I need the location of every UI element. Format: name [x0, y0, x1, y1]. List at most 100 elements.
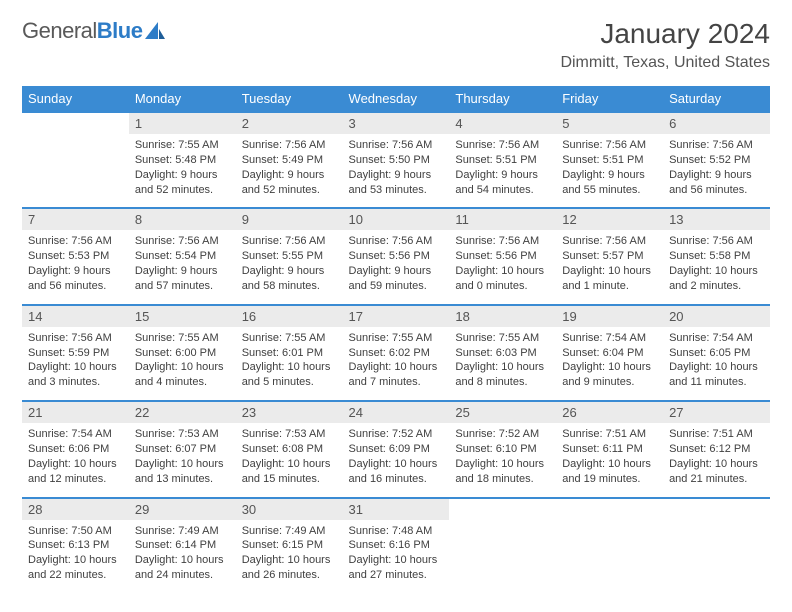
daynum-row: 21222324252627: [22, 401, 770, 423]
sunrise-text: Sunrise: 7:55 AM: [349, 331, 444, 346]
dow-thursday: Thursday: [449, 86, 556, 112]
day-number-cell: 9: [236, 208, 343, 230]
daylight-text-1: Daylight: 10 hours: [242, 457, 337, 472]
sunrise-text: Sunrise: 7:56 AM: [349, 138, 444, 153]
sunrise-text: Sunrise: 7:50 AM: [28, 524, 123, 539]
sunset-text: Sunset: 6:14 PM: [135, 538, 230, 553]
day-number-cell: 29: [129, 498, 236, 520]
sunrise-text: Sunrise: 7:55 AM: [135, 138, 230, 153]
daylight-text-1: Daylight: 10 hours: [28, 553, 123, 568]
sunrise-text: Sunrise: 7:55 AM: [455, 331, 550, 346]
daylight-text-2: and 24 minutes.: [135, 568, 230, 583]
logo: GeneralBlue: [22, 18, 166, 44]
sunset-text: Sunset: 6:10 PM: [455, 442, 550, 457]
day-body-cell: Sunrise: 7:52 AMSunset: 6:09 PMDaylight:…: [343, 423, 450, 497]
logo-text-2: Blue: [97, 18, 143, 44]
sunrise-text: Sunrise: 7:56 AM: [28, 234, 123, 249]
sunrise-text: Sunrise: 7:56 AM: [242, 234, 337, 249]
sunset-text: Sunset: 6:03 PM: [455, 346, 550, 361]
sunset-text: Sunset: 6:07 PM: [135, 442, 230, 457]
daylight-text-1: Daylight: 10 hours: [135, 360, 230, 375]
day-body-cell: [663, 520, 770, 593]
daylight-text-2: and 19 minutes.: [562, 472, 657, 487]
day-number-cell: 19: [556, 305, 663, 327]
daylight-text-2: and 13 minutes.: [135, 472, 230, 487]
daylight-text-2: and 58 minutes.: [242, 279, 337, 294]
sunset-text: Sunset: 6:05 PM: [669, 346, 764, 361]
daylight-text-2: and 54 minutes.: [455, 183, 550, 198]
title-block: January 2024 Dimmitt, Texas, United Stat…: [560, 18, 770, 72]
sunset-text: Sunset: 6:16 PM: [349, 538, 444, 553]
dow-saturday: Saturday: [663, 86, 770, 112]
daylight-text-2: and 3 minutes.: [28, 375, 123, 390]
day-body-cell: Sunrise: 7:51 AMSunset: 6:11 PMDaylight:…: [556, 423, 663, 497]
day-of-week-row: Sunday Monday Tuesday Wednesday Thursday…: [22, 86, 770, 112]
daylight-text-1: Daylight: 10 hours: [135, 553, 230, 568]
day-body-cell: Sunrise: 7:56 AMSunset: 5:57 PMDaylight:…: [556, 230, 663, 304]
day-body-cell: Sunrise: 7:55 AMSunset: 6:03 PMDaylight:…: [449, 327, 556, 401]
daylight-text-1: Daylight: 10 hours: [135, 457, 230, 472]
day-number-cell: [22, 112, 129, 134]
sunset-text: Sunset: 6:15 PM: [242, 538, 337, 553]
day-number-cell: [449, 498, 556, 520]
day-number-cell: 28: [22, 498, 129, 520]
daylight-text-1: Daylight: 10 hours: [455, 264, 550, 279]
sunset-text: Sunset: 6:00 PM: [135, 346, 230, 361]
day-body-cell: Sunrise: 7:56 AMSunset: 5:49 PMDaylight:…: [236, 134, 343, 208]
day-body-cell: Sunrise: 7:56 AMSunset: 5:56 PMDaylight:…: [449, 230, 556, 304]
daylight-text-1: Daylight: 10 hours: [349, 360, 444, 375]
day-number-cell: 4: [449, 112, 556, 134]
day-body-cell: [556, 520, 663, 593]
daylight-text-2: and 1 minute.: [562, 279, 657, 294]
sunrise-text: Sunrise: 7:56 AM: [455, 234, 550, 249]
sunset-text: Sunset: 6:04 PM: [562, 346, 657, 361]
daylight-text-1: Daylight: 10 hours: [562, 360, 657, 375]
day-body-cell: Sunrise: 7:56 AMSunset: 5:52 PMDaylight:…: [663, 134, 770, 208]
dow-tuesday: Tuesday: [236, 86, 343, 112]
sunset-text: Sunset: 5:51 PM: [562, 153, 657, 168]
daylight-text-1: Daylight: 10 hours: [669, 264, 764, 279]
day-body-cell: Sunrise: 7:56 AMSunset: 5:53 PMDaylight:…: [22, 230, 129, 304]
sunset-text: Sunset: 5:48 PM: [135, 153, 230, 168]
daylight-text-2: and 52 minutes.: [242, 183, 337, 198]
day-number-cell: 1: [129, 112, 236, 134]
day-body-cell: Sunrise: 7:56 AMSunset: 5:54 PMDaylight:…: [129, 230, 236, 304]
sunset-text: Sunset: 6:08 PM: [242, 442, 337, 457]
daylight-text-2: and 22 minutes.: [28, 568, 123, 583]
sunrise-text: Sunrise: 7:56 AM: [135, 234, 230, 249]
daynum-row: 123456: [22, 112, 770, 134]
day-number-cell: 17: [343, 305, 450, 327]
dow-wednesday: Wednesday: [343, 86, 450, 112]
daylight-text-2: and 59 minutes.: [349, 279, 444, 294]
day-body-cell: Sunrise: 7:53 AMSunset: 6:08 PMDaylight:…: [236, 423, 343, 497]
day-number-cell: 23: [236, 401, 343, 423]
day-number-cell: 14: [22, 305, 129, 327]
day-number-cell: 11: [449, 208, 556, 230]
daylight-text-1: Daylight: 10 hours: [669, 457, 764, 472]
sunrise-text: Sunrise: 7:55 AM: [242, 331, 337, 346]
daylight-text-1: Daylight: 9 hours: [349, 168, 444, 183]
sunset-text: Sunset: 6:06 PM: [28, 442, 123, 457]
day-body-cell: Sunrise: 7:56 AMSunset: 5:55 PMDaylight:…: [236, 230, 343, 304]
daylight-text-2: and 7 minutes.: [349, 375, 444, 390]
daylight-text-2: and 53 minutes.: [349, 183, 444, 198]
daylight-text-2: and 16 minutes.: [349, 472, 444, 487]
daylight-text-2: and 4 minutes.: [135, 375, 230, 390]
day-body-cell: [449, 520, 556, 593]
location: Dimmitt, Texas, United States: [560, 54, 770, 72]
daylight-text-2: and 15 minutes.: [242, 472, 337, 487]
day-body-cell: Sunrise: 7:55 AMSunset: 5:48 PMDaylight:…: [129, 134, 236, 208]
day-number-cell: 7: [22, 208, 129, 230]
day-number-cell: 20: [663, 305, 770, 327]
sunrise-text: Sunrise: 7:54 AM: [562, 331, 657, 346]
logo-sail-icon: [144, 21, 166, 41]
sunrise-text: Sunrise: 7:51 AM: [562, 427, 657, 442]
body-row: Sunrise: 7:50 AMSunset: 6:13 PMDaylight:…: [22, 520, 770, 593]
sunrise-text: Sunrise: 7:48 AM: [349, 524, 444, 539]
sunrise-text: Sunrise: 7:56 AM: [455, 138, 550, 153]
day-body-cell: [22, 134, 129, 208]
daylight-text-1: Daylight: 10 hours: [28, 457, 123, 472]
daylight-text-2: and 21 minutes.: [669, 472, 764, 487]
daynum-row: 78910111213: [22, 208, 770, 230]
sunrise-text: Sunrise: 7:56 AM: [28, 331, 123, 346]
